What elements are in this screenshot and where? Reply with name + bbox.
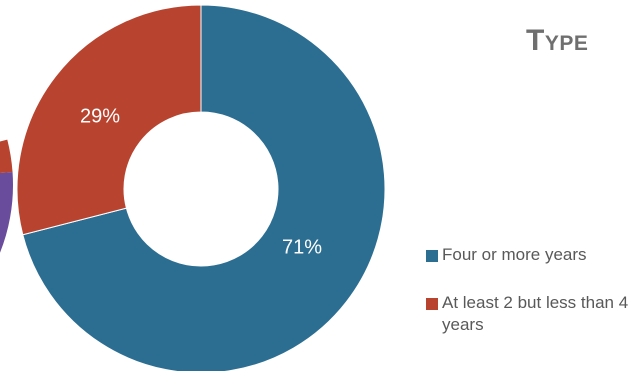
slice-four-or-more-years xyxy=(22,4,386,371)
data-label: 71% xyxy=(282,236,322,258)
donut-data-labels: 71% 29% xyxy=(80,105,322,258)
legend-swatch xyxy=(426,298,438,310)
data-label: 29% xyxy=(80,105,120,127)
legend-item-2-to-4-years: At least 2 but less than 4 years xyxy=(426,292,636,336)
legend-label: Four or more years xyxy=(442,245,587,264)
donut-slices xyxy=(16,4,386,371)
partial-slice-red xyxy=(0,139,13,173)
partial-slice-purple xyxy=(0,172,13,253)
legend-item-four-or-more-years: Four or more years xyxy=(426,244,636,266)
chart-title: Type xyxy=(526,24,589,57)
legend-label: At least 2 but less than 4 years xyxy=(442,293,629,334)
legend: Four or more years At least 2 but less t… xyxy=(426,244,636,336)
legend-swatch xyxy=(426,250,438,262)
slice-2-to-4-years xyxy=(16,4,202,236)
adjacent-partial-donut xyxy=(0,139,13,253)
